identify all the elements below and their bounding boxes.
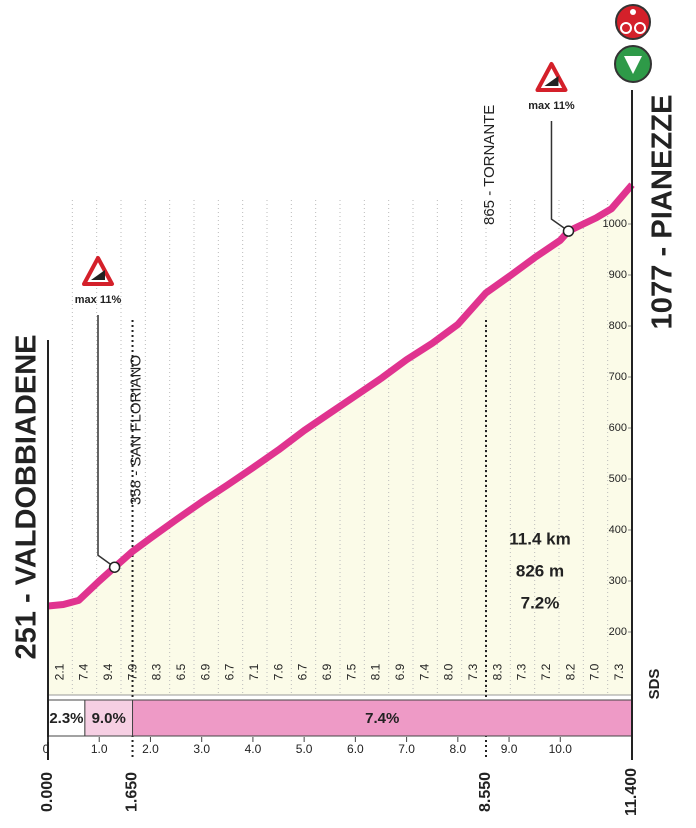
- segment-gradient: 7.4: [417, 663, 431, 680]
- x-tick-label: 4.0: [245, 742, 262, 756]
- profile-line: [47, 182, 635, 610]
- segment-gradient: 7.1: [247, 663, 261, 680]
- segment-gradient: 8.2: [563, 663, 577, 680]
- segment-gradient: 9.4: [101, 663, 115, 680]
- waypoint-label: 358 - SAN FLORIANO: [127, 355, 144, 505]
- max-point: [108, 561, 121, 573]
- warning-icon: [82, 256, 114, 286]
- max-label: max 11%: [528, 100, 575, 112]
- x-tick-label: 5.0: [296, 742, 313, 756]
- segment-gradient: 8.3: [490, 663, 504, 680]
- segment-gradient: 8.1: [369, 663, 383, 680]
- logo: SDS: [646, 669, 663, 700]
- gradient-band: [84, 699, 134, 737]
- info-line: 7.2%: [521, 593, 560, 612]
- segment-gradient: 8.3: [150, 663, 164, 680]
- info-line: 826 m: [516, 561, 564, 580]
- gradient-band-label: 9.0%: [92, 710, 126, 727]
- segment-gradient: 2.1: [52, 663, 66, 680]
- segment-gradient: 6.9: [320, 663, 334, 680]
- distance-label: 1.650: [124, 772, 141, 812]
- segment-gradient: 7.0: [588, 663, 602, 680]
- x-tick-label: 2.0: [142, 742, 159, 756]
- y-tick-label: 700: [609, 371, 627, 383]
- y-tick-label: 300: [609, 575, 627, 587]
- segment-gradient: 6.9: [393, 663, 407, 680]
- segment-gradient: 6.9: [198, 663, 212, 680]
- distance-label: 0.000: [39, 772, 56, 812]
- y-tick-label: 1000: [603, 218, 627, 230]
- gradient-band-label: 7.4%: [365, 710, 399, 727]
- x-tick-label: 3.0: [193, 742, 210, 756]
- gradient-band-label: 2.3%: [49, 710, 83, 727]
- y-tick-label: 900: [609, 269, 627, 281]
- info-line: 11.4 km: [509, 529, 570, 548]
- segment-gradient: 8.0: [442, 663, 456, 680]
- segment-gradient: 6.5: [174, 663, 188, 680]
- x-tick-label: 7.0: [398, 742, 415, 756]
- marker-leader: [97, 315, 116, 568]
- segment-gradient: 7.3: [515, 663, 529, 680]
- distance-label: 11.400: [623, 768, 640, 816]
- x-tick-label: 8.0: [449, 742, 466, 756]
- warning-slope: [91, 270, 105, 280]
- max-label: max 11%: [75, 294, 122, 306]
- segment-gradient: 7.6: [271, 663, 285, 680]
- x-tick-label: 10.0: [549, 742, 573, 756]
- x-tick-label: 1.0: [91, 742, 108, 756]
- stage-icons: [614, 4, 652, 83]
- segment-gradient: 6.7: [296, 663, 310, 680]
- warning-icon: [535, 62, 568, 92]
- start-label: 251 - VALDOBBIADENE: [11, 335, 43, 660]
- y-tick-label: 400: [609, 524, 627, 536]
- max-point: [562, 225, 575, 237]
- segment-gradient: 7.3: [466, 663, 480, 680]
- y-tick-label: 600: [609, 422, 627, 434]
- segment-gradient: 7.5: [344, 663, 358, 680]
- waypoint-label: 865 - TORNANTE: [481, 105, 498, 225]
- warning-slope: [544, 76, 559, 86]
- segment-gradient: 7.4: [77, 663, 91, 680]
- y-tick-label: 500: [609, 473, 627, 485]
- marker-leader: [550, 121, 569, 232]
- distance-label: 8.550: [477, 772, 494, 812]
- x-tick-label: 0: [43, 742, 50, 756]
- segment-gradient: 7.3: [612, 663, 626, 680]
- y-tick-label: 200: [609, 626, 627, 638]
- y-tick-label: 800: [609, 320, 627, 332]
- segment-gradient: 7.2: [539, 663, 553, 680]
- end-label: 1077 - PIANEZZE: [647, 95, 679, 330]
- x-tick-label: 9.0: [501, 742, 518, 756]
- x-tick-label: 6.0: [347, 742, 364, 756]
- segment-gradient: 6.7: [223, 663, 237, 680]
